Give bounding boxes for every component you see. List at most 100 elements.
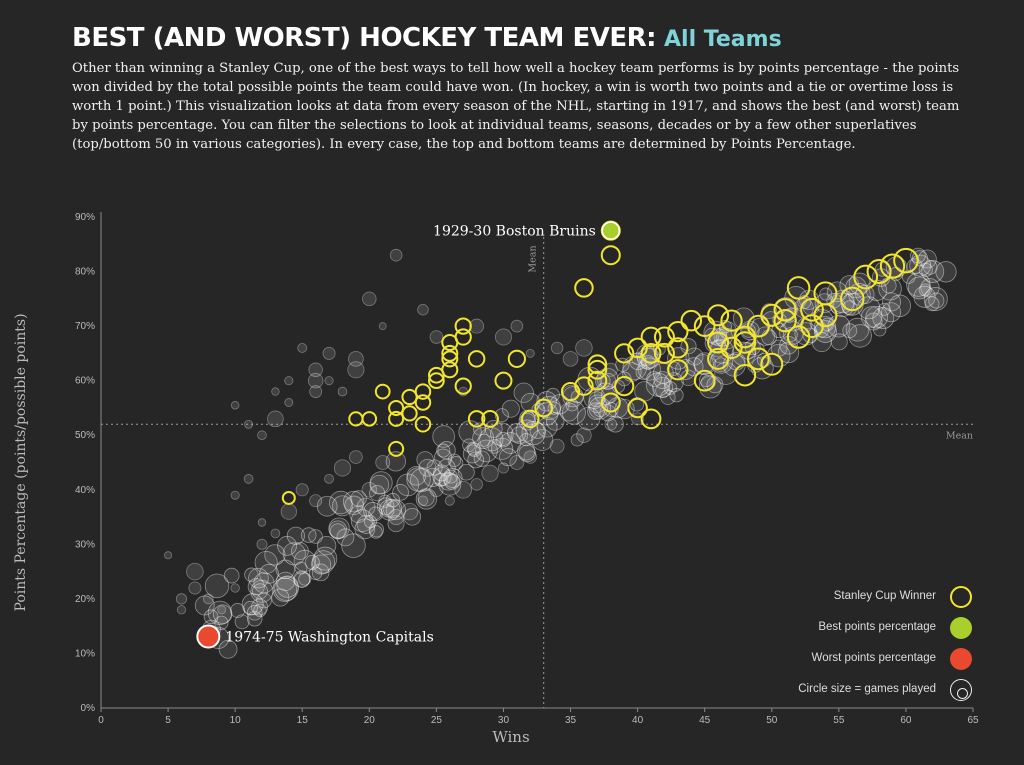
- season-point[interactable]: [291, 542, 309, 560]
- season-point[interactable]: [458, 463, 475, 481]
- season-point[interactable]: [356, 497, 376, 517]
- season-point[interactable]: [270, 528, 281, 539]
- season-point[interactable]: [653, 371, 672, 390]
- cup-winner-point[interactable]: [467, 350, 486, 368]
- season-point[interactable]: [685, 347, 704, 366]
- season-point[interactable]: [439, 471, 458, 491]
- season-point[interactable]: [176, 605, 187, 615]
- season-point[interactable]: [298, 572, 312, 586]
- season-point[interactable]: [928, 292, 945, 309]
- cup-winner-point[interactable]: [866, 259, 892, 285]
- season-point[interactable]: [924, 296, 940, 312]
- cup-winner-point[interactable]: [707, 347, 730, 370]
- season-point[interactable]: [418, 458, 437, 477]
- season-point[interactable]: [436, 443, 451, 458]
- cup-winner-point[interactable]: [707, 331, 730, 354]
- season-point[interactable]: [253, 572, 275, 594]
- season-point[interactable]: [385, 492, 401, 508]
- season-point[interactable]: [344, 495, 364, 516]
- cup-winner-point[interactable]: [587, 359, 608, 380]
- season-point[interactable]: [194, 595, 215, 616]
- season-point[interactable]: [368, 506, 383, 522]
- season-point[interactable]: [396, 473, 420, 497]
- season-point[interactable]: [660, 389, 676, 405]
- season-point[interactable]: [550, 341, 564, 355]
- season-point[interactable]: [385, 499, 406, 521]
- season-point[interactable]: [562, 351, 579, 367]
- cup-winner-point[interactable]: [893, 247, 919, 274]
- season-point[interactable]: [257, 430, 267, 441]
- season-point[interactable]: [484, 419, 503, 438]
- season-point[interactable]: [309, 494, 323, 508]
- season-point[interactable]: [274, 576, 299, 601]
- season-point[interactable]: [356, 515, 376, 534]
- season-point[interactable]: [913, 285, 936, 308]
- cup-winner-point[interactable]: [560, 381, 581, 402]
- season-point[interactable]: [537, 417, 558, 438]
- season-point[interactable]: [256, 538, 268, 550]
- season-point[interactable]: [516, 442, 536, 461]
- cup-winner-point[interactable]: [693, 369, 716, 392]
- season-point[interactable]: [403, 507, 422, 526]
- season-point[interactable]: [264, 544, 286, 566]
- season-point[interactable]: [256, 592, 272, 609]
- season-point[interactable]: [669, 388, 684, 403]
- season-point[interactable]: [537, 396, 562, 420]
- season-point[interactable]: [254, 550, 278, 575]
- season-point[interactable]: [481, 464, 499, 483]
- season-point[interactable]: [252, 583, 268, 600]
- legend-worst[interactable]: Worst points percentage: [780, 646, 980, 677]
- season-point[interactable]: [259, 563, 279, 584]
- cup-winner-point[interactable]: [760, 303, 784, 327]
- season-point[interactable]: [251, 598, 269, 616]
- season-point[interactable]: [333, 459, 352, 477]
- season-point[interactable]: [350, 490, 367, 507]
- season-point[interactable]: [699, 372, 714, 388]
- season-point[interactable]: [438, 472, 462, 496]
- season-point[interactable]: [284, 376, 294, 386]
- season-point[interactable]: [507, 423, 527, 443]
- season-point[interactable]: [902, 270, 916, 284]
- season-point[interactable]: [369, 485, 386, 502]
- season-point[interactable]: [921, 260, 945, 283]
- season-point[interactable]: [369, 471, 393, 495]
- season-point[interactable]: [814, 320, 837, 343]
- cup-winner-point[interactable]: [441, 361, 459, 379]
- season-point[interactable]: [693, 352, 717, 375]
- best-team-point[interactable]: [601, 221, 621, 240]
- cup-winner-point[interactable]: [507, 349, 527, 368]
- cup-winner-point[interactable]: [813, 303, 838, 328]
- season-point[interactable]: [684, 357, 704, 377]
- season-point[interactable]: [490, 437, 514, 460]
- season-point[interactable]: [588, 396, 612, 420]
- season-point[interactable]: [164, 551, 173, 560]
- season-point[interactable]: [437, 458, 456, 477]
- season-point[interactable]: [635, 364, 651, 380]
- season-point[interactable]: [378, 494, 392, 508]
- legend-best[interactable]: Best points percentage: [780, 615, 980, 646]
- season-point[interactable]: [369, 474, 390, 495]
- cup-winner-point[interactable]: [388, 399, 405, 416]
- filter-selector[interactable]: All Teams: [664, 27, 782, 52]
- season-point[interactable]: [881, 302, 902, 323]
- season-point[interactable]: [387, 515, 405, 533]
- season-point[interactable]: [873, 323, 887, 337]
- cup-winner-point[interactable]: [853, 264, 879, 290]
- season-point[interactable]: [860, 306, 883, 328]
- season-point[interactable]: [347, 361, 365, 379]
- season-point[interactable]: [217, 605, 227, 615]
- season-point[interactable]: [462, 438, 476, 453]
- season-point[interactable]: [417, 303, 429, 316]
- cup-winner-point[interactable]: [667, 359, 689, 381]
- season-point[interactable]: [877, 303, 891, 316]
- cup-winner-point[interactable]: [534, 398, 554, 418]
- cup-winner-point[interactable]: [653, 326, 675, 348]
- season-point[interactable]: [212, 604, 233, 624]
- season-point[interactable]: [272, 577, 298, 602]
- season-point[interactable]: [244, 567, 259, 582]
- season-point[interactable]: [275, 559, 296, 580]
- cup-winner-point[interactable]: [627, 337, 648, 359]
- cup-winner-point[interactable]: [600, 245, 621, 266]
- season-point[interactable]: [271, 588, 290, 607]
- season-point[interactable]: [234, 614, 250, 630]
